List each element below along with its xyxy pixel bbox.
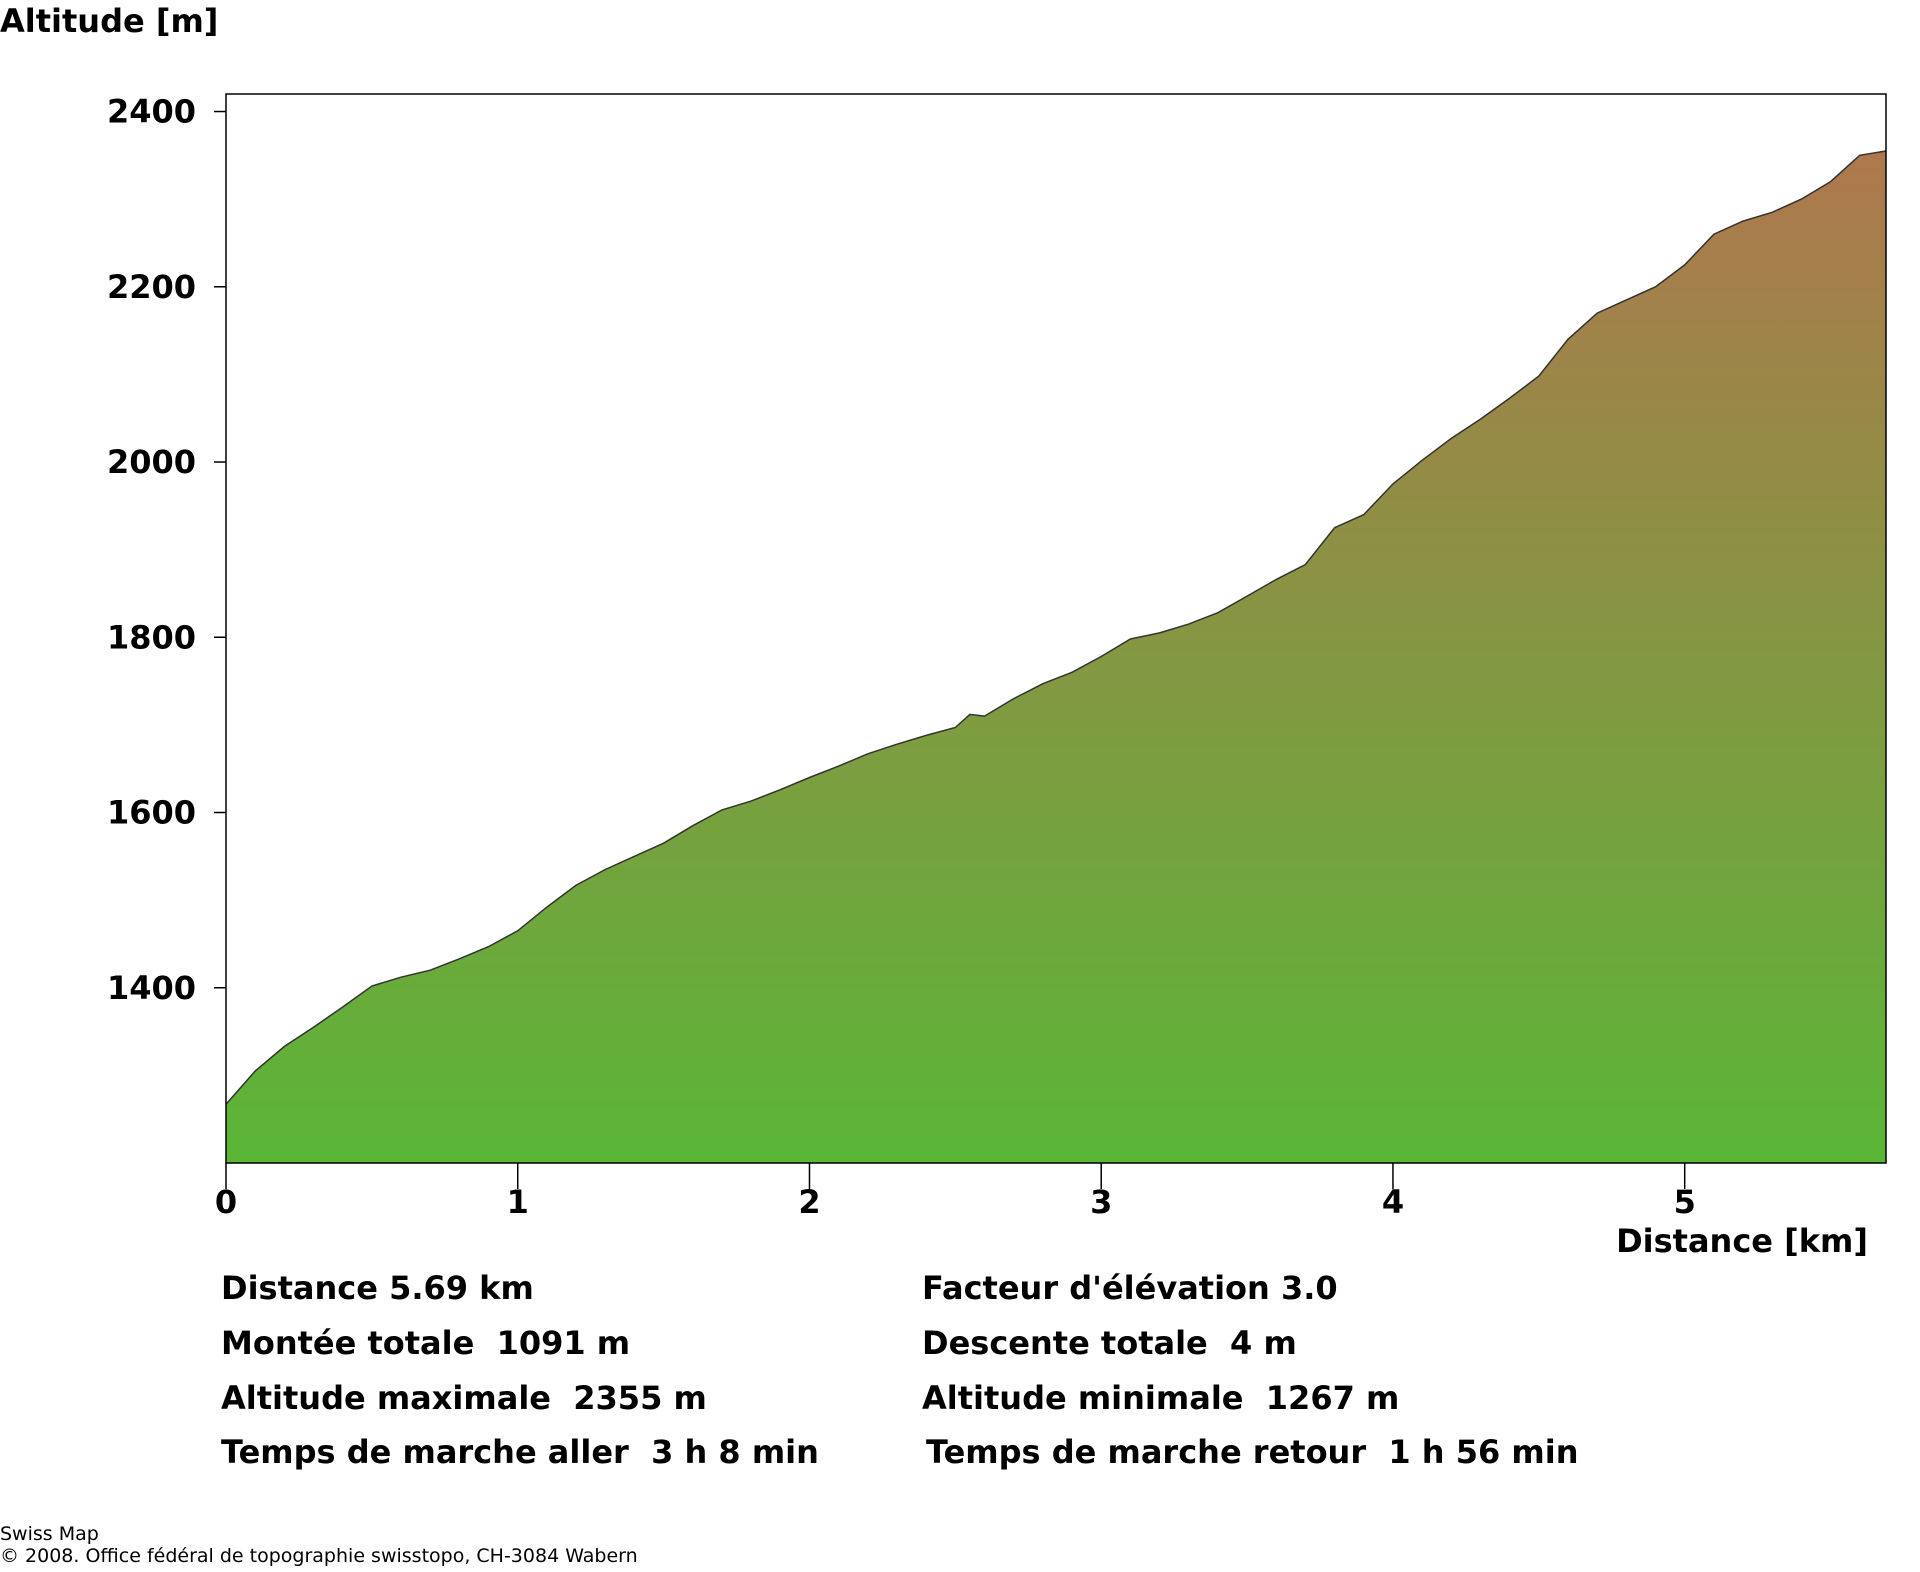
y-tick-label: 2200 [107,268,196,306]
plot-frame [225,93,1887,1164]
y-axis-title: Altitude [m] [0,2,218,40]
y-tick-label: 1800 [107,618,196,656]
x-tick-label: 5 [1674,1183,1696,1221]
x-tick-label: 2 [798,1183,820,1221]
stat-max-altitude: Altitude maximale 2355 m [221,1379,707,1417]
elevation-profile-line [225,150,1887,1105]
stat-walk-time-return: Temps de marche retour 1 h 56 min [926,1433,1579,1471]
stat-total-descent: Descente totale 4 m [922,1324,1297,1362]
elevation-area [226,151,1886,1163]
credit-copyright: © 2008. Office fédéral de topographie sw… [0,1545,638,1567]
x-tick-label: 3 [1090,1183,1112,1221]
x-axis-title: Distance [km] [1616,1222,1868,1260]
x-axis-ticks: 0 1 2 3 4 5 [215,1163,1696,1221]
y-tick-label: 1400 [107,969,196,1007]
y-axis-ticks: 1400 1600 1800 2000 2200 2400 [107,93,226,1007]
stat-elevation-factor: Facteur d'élévation 3.0 [922,1269,1338,1307]
x-tick-label: 1 [507,1183,529,1221]
stat-min-altitude: Altitude minimale 1267 m [922,1379,1400,1417]
stat-walk-time-outbound: Temps de marche aller 3 h 8 min [221,1433,819,1471]
credit-source: Swiss Map [0,1523,99,1545]
y-tick-label: 1600 [107,794,196,832]
y-tick-label: 2400 [107,93,196,131]
x-tick-label: 0 [215,1183,237,1221]
y-tick-label: 2000 [107,443,196,481]
x-tick-label: 4 [1382,1183,1404,1221]
stat-total-ascent: Montée totale 1091 m [221,1324,631,1362]
stat-distance: Distance 5.69 km [221,1269,534,1307]
